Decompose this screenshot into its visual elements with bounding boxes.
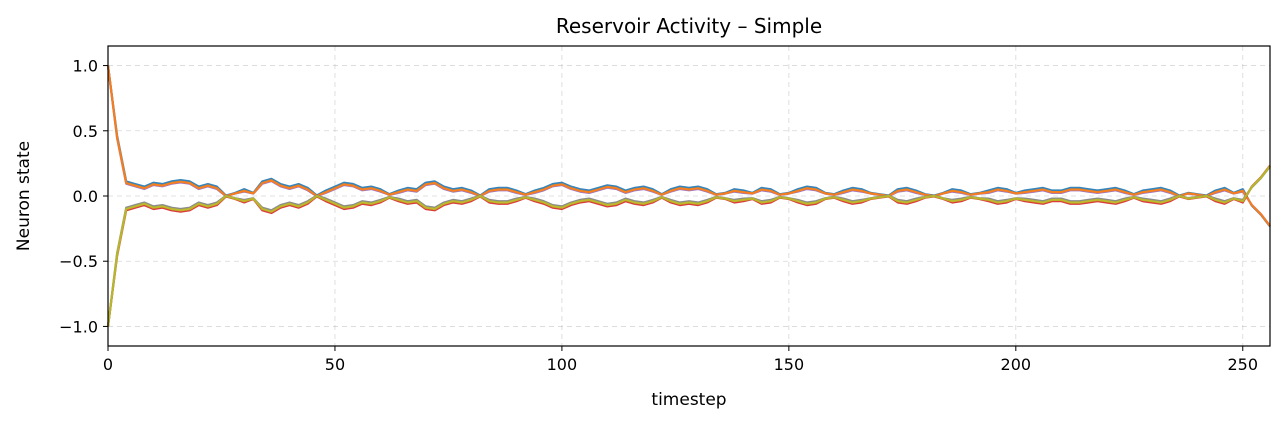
x-axis-label: timestep [651,390,726,410]
series-line-2 [106,65,1271,227]
chart-title: Reservoir Activity – Simple [556,14,822,38]
y-tick-label: −0.5 [59,252,98,271]
x-axis-ticks: 0 50 100 150 200 250 [103,346,1258,374]
series-group [106,65,1271,327]
x-tick-label: 150 [774,355,805,374]
x-tick-label: 100 [547,355,578,374]
x-tick-label: 200 [1001,355,1032,374]
y-tick-label: 0.0 [73,187,98,206]
y-tick-label: 0.5 [73,122,98,141]
y-tick-label: 1.0 [73,57,98,76]
grid-lines [107,46,1270,346]
series-line-5 [106,165,1271,327]
y-axis-ticks: 1.0 0.5 0.0 −0.5 −1.0 [59,57,108,336]
x-tick-label: 250 [1227,355,1258,374]
x-tick-label: 0 [103,355,113,374]
series-line-0 [106,65,1271,228]
x-tick-label: 50 [325,355,345,374]
y-tick-label: −1.0 [59,317,98,336]
series-line-4 [106,165,1271,327]
series-line-3 [106,164,1271,327]
y-axis-label: Neuron state [14,141,34,251]
